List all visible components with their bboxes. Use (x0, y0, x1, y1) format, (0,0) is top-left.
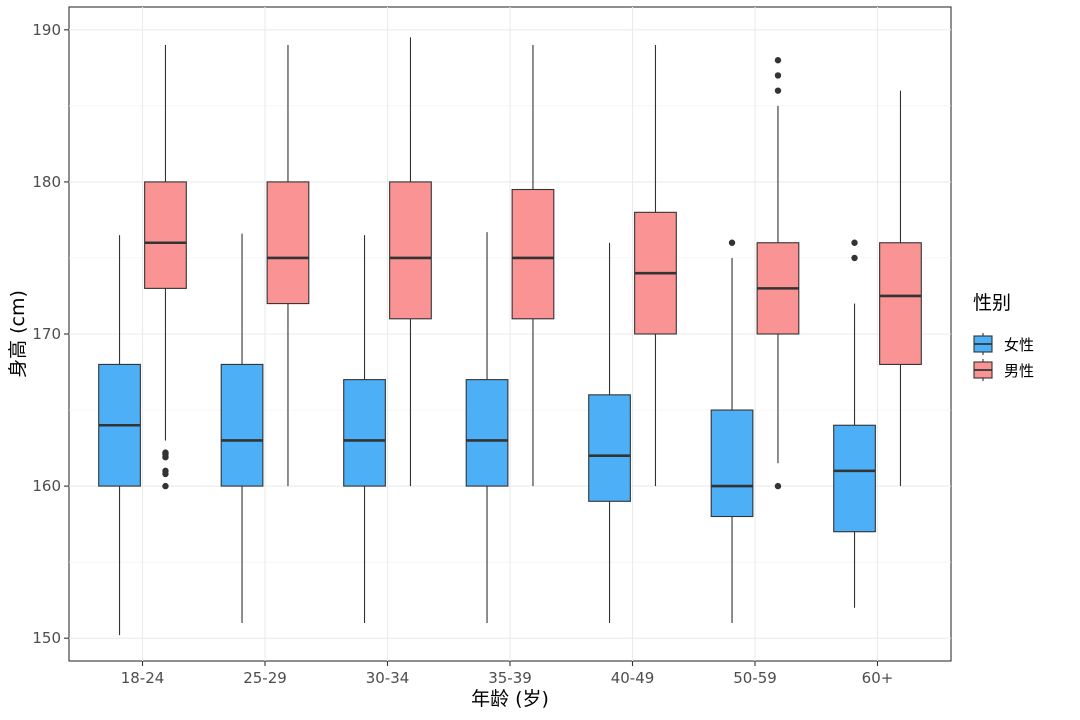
outlier-point (162, 467, 169, 475)
y-tick-label: 170 (32, 325, 61, 343)
box-body (343, 379, 386, 487)
box-male-35-39 (511, 45, 555, 487)
box-female-18-24 (98, 235, 141, 636)
outlier-point (851, 239, 858, 246)
outlier-point (728, 239, 736, 246)
y-axis-title: 身高 (cm) (7, 290, 29, 378)
box-male-50-59 (756, 57, 800, 490)
y-tick-label: 150 (32, 629, 61, 647)
grid-lines (69, 7, 951, 661)
box-body (266, 181, 310, 305)
y-tick-label: 190 (32, 21, 61, 39)
outlier-point (774, 87, 782, 94)
box-body (833, 424, 876, 533)
y-tick-label: 180 (32, 173, 61, 191)
x-tick-label: 30-34 (366, 669, 410, 687)
box-male-18-24 (144, 45, 187, 490)
box-female-25-29 (220, 233, 264, 623)
box-body (389, 181, 432, 320)
x-tick-label: 50-59 (733, 669, 777, 687)
x-tick-label: 35-39 (488, 669, 532, 687)
x-tick-label: 60+ (862, 669, 894, 687)
box-body (144, 181, 187, 289)
x-axis-title: 年龄 (岁) (471, 688, 549, 710)
y-tick-label: 160 (32, 477, 61, 495)
box-female-40-49 (588, 242, 631, 623)
legend-label: 男性 (1004, 362, 1034, 380)
x-tick-label: 18-24 (121, 669, 165, 687)
box-body (588, 394, 631, 502)
box-female-30-34 (343, 235, 386, 623)
box-body (710, 409, 754, 518)
box-male-40-49 (634, 45, 677, 487)
box-body (465, 379, 509, 487)
box-female-50-59 (710, 239, 754, 623)
legend-title: 性别 (973, 292, 1011, 314)
outlier-point (162, 482, 169, 490)
x-tick-label: 40-49 (611, 669, 655, 687)
box-body (879, 242, 922, 365)
y-axis: 150 160 170 180 190 (32, 21, 69, 647)
legend-label: 女性 (1004, 336, 1034, 354)
box-body (220, 363, 264, 487)
outlier-point (851, 254, 858, 262)
box-female-60+ (833, 239, 876, 608)
box-male-30-34 (389, 37, 432, 487)
outlier-point (774, 482, 782, 490)
x-tick-label: 25-29 (243, 669, 287, 687)
box-male-25-29 (266, 45, 310, 487)
outlier-point (162, 449, 169, 456)
outlier-point (774, 57, 782, 64)
outlier-point (774, 72, 782, 79)
x-axis: 18-24 25-29 30-34 35-39 40-49 50-59 60+ (121, 661, 894, 687)
box-female-35-39 (465, 232, 509, 623)
box-body (511, 188, 555, 320)
box-layer (98, 37, 922, 636)
box-male-60+ (879, 90, 922, 487)
